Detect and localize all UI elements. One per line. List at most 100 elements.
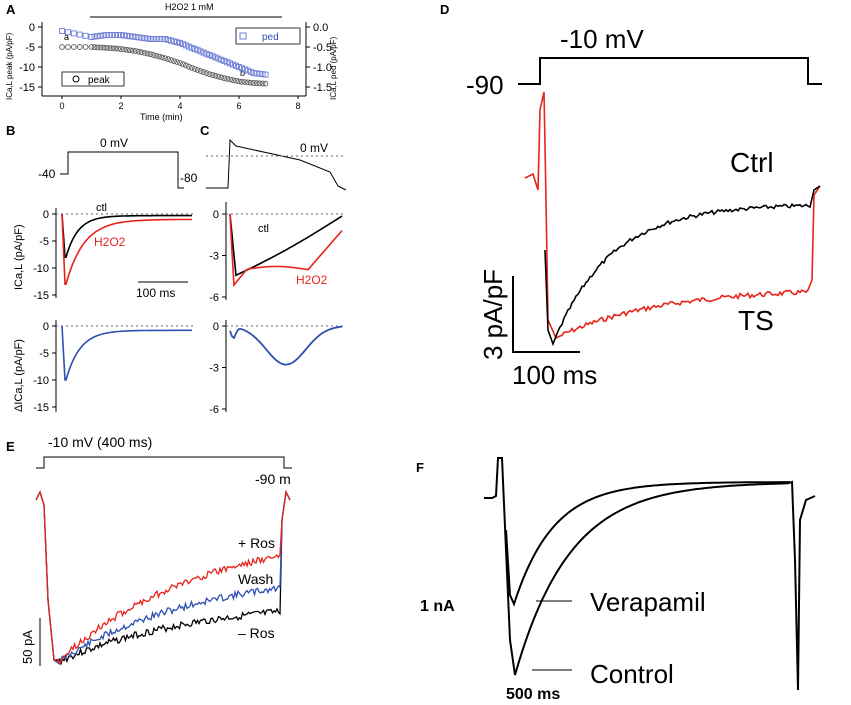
panel-a-peak-point — [247, 79, 254, 86]
panel-c-h2o2-trace — [229, 213, 343, 288]
panel-a-peak-point — [138, 49, 145, 56]
panel-b-protocol — [60, 151, 184, 189]
panel-a-legend-peak-box — [61, 71, 125, 87]
panel-b-top-ticks: 0 -5 -10 -15 — [33, 209, 56, 302]
panel-a-peak-point — [239, 78, 245, 85]
panel-a-x-tick-label: 8 — [295, 101, 300, 111]
panel-label-e: E — [6, 439, 15, 454]
panel-a-ped-point — [138, 34, 145, 41]
panel-b-top-tick-label: -15 — [33, 290, 49, 302]
panel-a-peak-point — [206, 71, 213, 78]
panel-c-bottom-ticks: 0 -3 -6 — [209, 321, 226, 416]
panel-a-peak-point — [124, 46, 130, 53]
panel-a-ped-point — [91, 33, 98, 40]
panel-e-legend-minus-ros: – Ros — [238, 625, 275, 641]
panel-d-legend-ts: TS — [738, 305, 774, 336]
panel-c-top-ticks: 0 -3 -6 — [209, 209, 226, 304]
panel-f-legend-control: Control — [590, 659, 674, 689]
panel-a-ped-point — [250, 70, 257, 76]
panel-a-peak-point — [197, 68, 204, 74]
panel-a-peak-point — [221, 75, 228, 82]
panel-a-peak-point — [141, 50, 148, 56]
panel-a-peak-point — [159, 54, 166, 61]
panel-a-ylabel-left: ICa,L peak (pA/pF) — [5, 32, 14, 100]
panel-a-peak-point — [132, 48, 139, 54]
panel-d-ts-trace — [524, 91, 821, 340]
panel-a-peak-point — [59, 44, 65, 50]
panel-a-ped-point — [64, 29, 71, 36]
panel-b-protocol-end: -80 — [180, 171, 198, 185]
panel-d-protocol-hold: -90 — [466, 70, 504, 100]
panel-a-left-tick-label: -5 — [25, 42, 35, 54]
panel-a-ped-point — [197, 48, 204, 55]
panel-a-peak-point — [174, 59, 180, 65]
panel-a-peak-point — [177, 60, 183, 66]
panel-e-protocol-end: -90 m — [255, 471, 291, 487]
panel-e-legend-wash: Wash — [238, 571, 273, 587]
panel-b-top-tick-label: 0 — [43, 209, 49, 221]
panel-a-ped-series — [59, 28, 269, 78]
panel-a-ped-point — [70, 30, 77, 37]
panel-c-legend-ctl: ctl — [258, 223, 269, 235]
panel-e-protocol-step: -10 mV (400 ms) — [48, 434, 152, 450]
panel-a-ped-point — [123, 32, 130, 39]
panel-b-bottom-tick-label: -5 — [39, 348, 49, 360]
panel-a-ylabel-right: ICa,L ped (pA/pF) — [329, 36, 338, 100]
panel-b-ylabel-bottom: ΔICa,L (pA/pF) — [13, 339, 25, 412]
panel-a-annotation-b: b — [240, 68, 245, 78]
panel-label-b: B — [6, 123, 15, 138]
panel-a-left-tick-label: -15 — [19, 82, 35, 94]
panel-a-ped-point — [112, 32, 119, 38]
panel-a-peak-point — [88, 44, 95, 50]
panel-a-peak-point — [147, 51, 154, 58]
panel-c-bottom-tick-label: -6 — [209, 404, 219, 416]
panel-a-peak-point — [245, 79, 251, 86]
panel-f-scale-bar-x-label: 500 ms — [506, 686, 560, 703]
panel-c-bottom-tick-label: 0 — [213, 321, 219, 333]
panel-e-minus-ros-trace — [35, 489, 291, 666]
panel-e-legend-plus-ros: + Ros — [238, 535, 275, 551]
panel-a-ped-point — [120, 32, 127, 39]
panel-a-ped-point — [182, 42, 189, 49]
panel-a-peak-point — [218, 74, 225, 81]
panel-c-protocol-label: 0 mV — [300, 141, 328, 155]
panel-a-peak-point — [103, 44, 110, 51]
panel-a-ped-point — [82, 32, 89, 39]
panel-a-peak-point — [188, 64, 195, 71]
panel-a-legend-peak-marker — [72, 75, 80, 83]
panel-a-peak-point — [250, 80, 257, 86]
panel-a-annotation-a: a — [64, 32, 69, 42]
panel-a-peak-point — [97, 44, 104, 51]
panel-a-xlabel: Time (min) — [140, 112, 183, 122]
panel-a-peak-point — [203, 70, 210, 77]
panel-a-ped-point — [97, 32, 104, 39]
panel-a-legend-ped-marker — [239, 32, 247, 40]
panel-label-f: F — [416, 460, 424, 475]
panel-a-peak-point — [112, 45, 118, 52]
panel-a-ped-point — [106, 32, 113, 38]
panel-a-peak-point — [253, 80, 260, 87]
panel-a-ped-point — [256, 70, 263, 77]
panel-a-ped-point — [153, 36, 160, 42]
panel-a-peak-point — [227, 76, 234, 83]
panel-c-top-tick-label: 0 — [213, 209, 219, 221]
panel-d-protocol-step: -10 mV — [560, 24, 644, 54]
panel-label-c: C — [200, 123, 210, 138]
panel-a-peak-point — [129, 47, 136, 54]
panel-c-legend-h2o2: H2O2 — [296, 273, 328, 287]
panel-a-peak-point — [168, 57, 175, 63]
panel-c: C 0 mV 0 -3 -6 ctl H2O2 0 -3 -6 — [200, 123, 347, 416]
panel-e-wash-trace — [35, 489, 291, 665]
panel-a-peak-point — [94, 44, 101, 51]
panel-f-control-trace — [484, 457, 816, 691]
panel-a-x-tick-label: 2 — [118, 101, 123, 111]
panel-c-top-tick-label: -6 — [209, 292, 219, 304]
panel-a-peak-point — [82, 44, 89, 50]
panel-a-peak-point — [153, 52, 160, 59]
panel-b-ctl-trace — [61, 213, 192, 258]
panel-a-right-ticks: 0.0 -0.5 -1.0 -1.5 — [306, 22, 332, 94]
panel-a-ped-point — [227, 60, 234, 67]
panel-a-peak-point — [65, 44, 71, 50]
panel-b-bottom-tick-label: -15 — [33, 402, 49, 414]
panel-b-difference-trace — [61, 325, 192, 381]
